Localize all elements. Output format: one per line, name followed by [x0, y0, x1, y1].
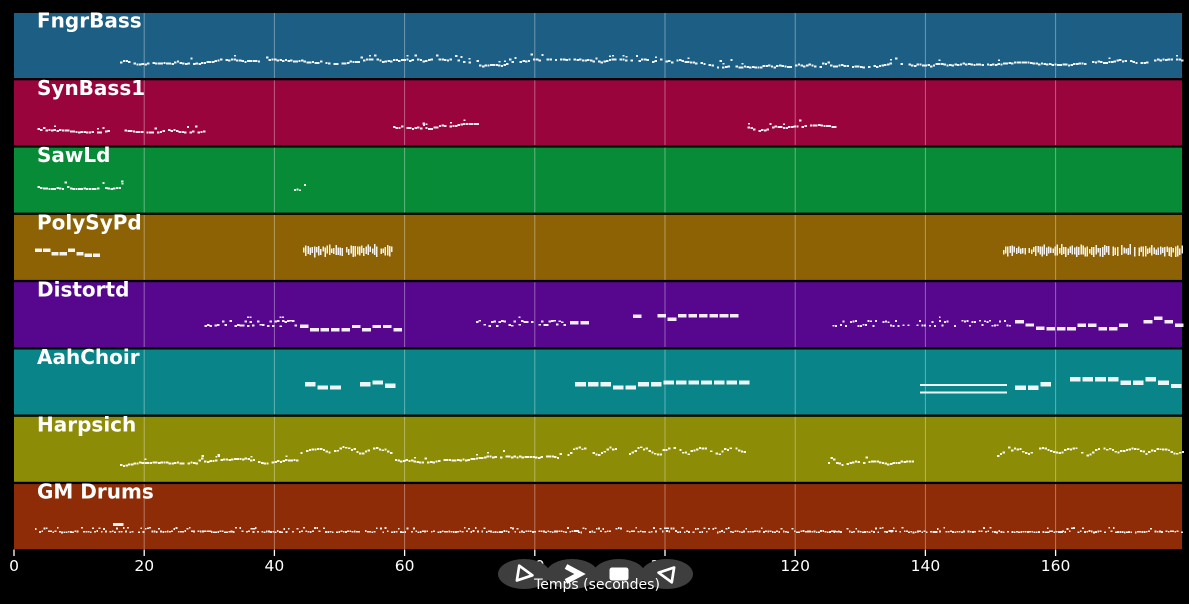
play-icon: [515, 564, 534, 582]
rewind-icon: [657, 566, 676, 584]
x-tick-label-140: 140: [911, 557, 941, 575]
track-label-fngrbass: FngrBass: [37, 9, 142, 33]
fast-forward-button[interactable]: [546, 559, 598, 589]
stop-button[interactable]: [593, 559, 645, 589]
x-tick-label-60: 60: [395, 557, 415, 575]
fast-forward-icon: [564, 564, 586, 584]
x-axis-title-label: Temps (secondes): [534, 577, 660, 593]
rewind-button[interactable]: [641, 559, 693, 589]
track-notes-synbass1: [37, 119, 837, 134]
x-tick-label-0: 0: [9, 557, 19, 575]
track-band-distortd: [14, 282, 1182, 348]
track-band-synbass1: [14, 80, 1182, 146]
play-button[interactable]: [498, 559, 550, 589]
track-label-sawld: SawLd: [37, 143, 110, 167]
track-notes-fngrbass: [120, 53, 1184, 69]
track-band-sawld: [14, 147, 1182, 213]
track-notes-aahchoir: [305, 377, 1182, 394]
track-band-fngrbass: [14, 13, 1182, 78]
x-tick-label-40: 40: [265, 557, 285, 575]
track-label-distortd: Distortd: [37, 278, 129, 302]
track-notes-harpsich: [120, 446, 1185, 468]
track-notes-polysypd: [34, 244, 1183, 258]
track-label-synbass1: SynBass1: [37, 76, 145, 100]
track-label-harpsich: Harpsich: [37, 412, 136, 436]
track-label-gm-drums: GM Drums: [37, 480, 154, 504]
track-label-aahchoir: AahChoir: [37, 345, 140, 369]
stop-icon: [609, 567, 629, 581]
track-label-polysypd: PolySyPd: [37, 210, 142, 234]
x-tick-label-20: 20: [134, 557, 154, 575]
track-band-polysypd: [14, 214, 1182, 280]
track-band-gm-drums: [14, 484, 1182, 550]
track-notes-gm-drums: [34, 523, 1183, 534]
track-band-harpsich: [14, 416, 1182, 482]
x-tick-label-120: 120: [780, 557, 810, 575]
x-tick-label-160: 160: [1041, 557, 1071, 575]
track-notes-distortd: [204, 314, 1184, 332]
track-notes-sawld: [37, 180, 306, 192]
